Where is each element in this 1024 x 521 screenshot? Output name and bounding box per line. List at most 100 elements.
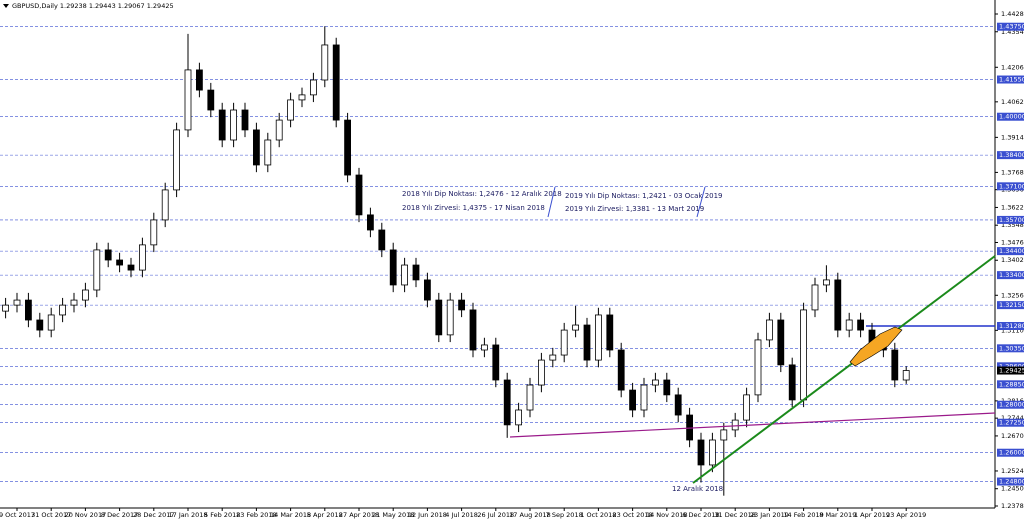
x-tick-label: 31 Oct 2017: [31, 511, 71, 519]
trend-line-purple: [509, 412, 996, 438]
x-tick-label: 1 Oct 2018: [580, 511, 616, 519]
candle-body: [24, 299, 32, 321]
y-tick-label: 1.37680: [1001, 168, 1024, 176]
candle-body: [469, 309, 477, 351]
level-box: [997, 247, 1024, 256]
y-tick-label: 1.26700: [1001, 432, 1024, 440]
candle-body: [207, 89, 215, 111]
candle-body: [823, 279, 830, 286]
candle-body: [2, 304, 9, 312]
level-label: 1.37100: [999, 182, 1024, 190]
last-price-label: 1.29425: [999, 367, 1024, 375]
trend-line-green: [692, 255, 996, 484]
candle-body: [412, 264, 420, 281]
level-box: [997, 151, 1024, 160]
y-tick-label: 1.32560: [1001, 291, 1024, 299]
level-box: [997, 301, 1024, 310]
candle-body: [264, 139, 272, 166]
x-tick-label: 23 Oct 2018: [613, 511, 653, 519]
candle-body: [617, 349, 625, 391]
x-tick-label: 6 Dec 2018: [682, 511, 719, 519]
candle-body: [332, 44, 340, 121]
candle-body: [549, 354, 557, 361]
annotation: 2019 Yılı Zirvesi: 1,3381 - 13 Mart 2019: [565, 205, 704, 213]
level-box: [997, 271, 1024, 280]
level-label: 1.24800: [999, 478, 1024, 486]
candle-body: [13, 299, 21, 306]
candle-body: [150, 219, 158, 246]
candle-body: [401, 264, 409, 286]
candle-body: [36, 319, 44, 331]
x-tick-label: 14 Nov 2018: [646, 511, 688, 519]
candle-body: [252, 129, 260, 166]
candle-body: [743, 394, 750, 421]
candle-body: [138, 244, 146, 271]
level-label: 1.33400: [999, 271, 1024, 279]
level-box: [997, 400, 1024, 409]
candle-body: [389, 249, 397, 286]
candle-body: [127, 264, 135, 271]
candle-body: [458, 299, 466, 311]
menu-icon[interactable]: [3, 4, 9, 8]
candle-body: [82, 289, 89, 301]
candle-body: [446, 299, 454, 336]
candle-body: [629, 389, 636, 411]
last-price-box: [997, 366, 1024, 375]
annotation: 12 Aralık 2018: [672, 485, 723, 493]
candle-body: [241, 109, 249, 131]
level-label: 1.38400: [999, 151, 1024, 159]
x-tick-label: 14 Mar 2018: [270, 511, 311, 519]
candle-body: [891, 349, 899, 381]
candle-body: [800, 309, 807, 401]
candle-body: [572, 324, 579, 331]
level-box: [997, 362, 1024, 371]
candle-body: [435, 299, 443, 336]
x-tick-label: 27 Apr 2018: [339, 511, 379, 519]
y-tick-label: 1.44280: [1001, 10, 1024, 18]
level-label: 1.29600: [999, 362, 1024, 370]
level-box: [997, 215, 1024, 224]
x-tick-label: 21 May 2018: [372, 511, 414, 519]
candle-body: [560, 329, 568, 356]
candle-body: [834, 279, 842, 331]
annotation: 2018 Yılı Dip Noktası: 1,2476 - 12 Aralı…: [402, 190, 562, 198]
x-tick-label: 28 Dec 2017: [133, 511, 175, 519]
y-tick-label: 1.31100: [1001, 326, 1024, 334]
candle-body: [640, 384, 648, 411]
level-label: 1.32150: [999, 301, 1024, 309]
candle-body: [230, 109, 238, 141]
triangle-pattern: [849, 326, 903, 367]
level-label: 1.40000: [999, 113, 1024, 121]
candle-body: [161, 189, 169, 221]
annotation-slash: [696, 186, 706, 218]
level-box: [997, 344, 1024, 353]
candle-body: [526, 384, 534, 411]
candle-body: [344, 119, 352, 176]
level-label: 1.28000: [999, 401, 1024, 409]
level-label: 1.35700: [999, 216, 1024, 224]
y-tick-label: 1.35480: [1001, 221, 1024, 229]
x-tick-label: 5 Feb 2018: [204, 511, 240, 519]
x-tick-label: 26 Jul 2018: [477, 511, 514, 519]
candle-body: [492, 344, 500, 381]
candle-body: [777, 319, 785, 366]
candle-body: [811, 284, 819, 311]
resistance-box: [997, 322, 1024, 330]
candle-body: [697, 439, 705, 466]
y-tick-label: 1.27440: [1001, 414, 1024, 422]
candle-body: [731, 419, 739, 431]
candle-body: [195, 69, 203, 91]
candle-body: [59, 304, 66, 316]
x-tick-label: 5 Apr 2018: [307, 511, 343, 519]
candle-body: [709, 439, 716, 466]
level-box: [997, 112, 1024, 121]
candle-body: [93, 249, 101, 291]
candle-body: [309, 79, 317, 96]
y-tick-label: 1.39140: [1001, 133, 1024, 141]
candle-body: [298, 94, 306, 101]
candle-body: [652, 379, 659, 386]
level-label: 1.43750: [999, 23, 1024, 31]
level-label: 1.27250: [999, 419, 1024, 427]
y-tick-label: 1.23780: [1001, 502, 1024, 510]
x-tick-label: 23 Feb 2018: [236, 511, 276, 519]
